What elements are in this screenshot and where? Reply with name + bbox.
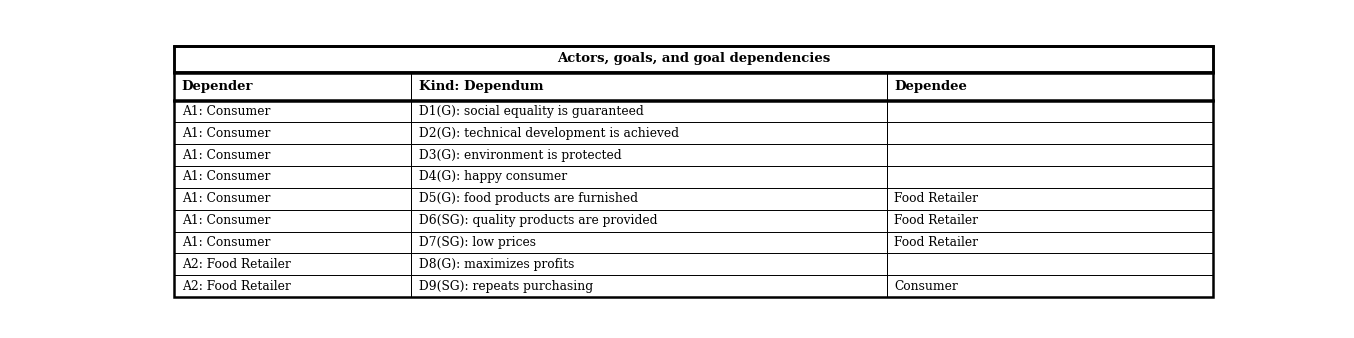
Bar	[887, 73, 1213, 100]
Text: Depender: Depender	[181, 80, 253, 93]
Bar	[175, 275, 412, 297]
Bar	[175, 46, 1213, 72]
Bar	[175, 254, 412, 275]
Text: A1: Consumer: A1: Consumer	[181, 149, 271, 162]
Text: A1: Consumer: A1: Consumer	[181, 127, 271, 140]
Bar	[412, 166, 887, 188]
Text: D9(SG): repeats purchasing: D9(SG): repeats purchasing	[418, 280, 593, 293]
Text: Dependee: Dependee	[895, 80, 967, 93]
Text: A1: Consumer: A1: Consumer	[181, 214, 271, 227]
Bar	[175, 122, 412, 144]
Text: D6(SG): quality products are provided: D6(SG): quality products are provided	[418, 214, 657, 227]
Text: D4(G): happy consumer: D4(G): happy consumer	[418, 170, 567, 184]
Text: A1: Consumer: A1: Consumer	[181, 105, 271, 118]
Bar	[887, 210, 1213, 232]
Bar	[412, 188, 887, 210]
Text: A1: Consumer: A1: Consumer	[181, 170, 271, 184]
Bar	[412, 232, 887, 254]
Text: D2(G): technical development is achieved: D2(G): technical development is achieved	[418, 127, 678, 140]
Bar	[412, 254, 887, 275]
Text: Actors, goals, and goal dependencies: Actors, goals, and goal dependencies	[558, 52, 830, 65]
Bar	[175, 100, 412, 122]
Bar	[175, 144, 412, 166]
Bar	[887, 144, 1213, 166]
Bar	[887, 166, 1213, 188]
Text: A1: Consumer: A1: Consumer	[181, 236, 271, 249]
Bar	[887, 100, 1213, 122]
Bar	[412, 144, 887, 166]
Bar	[412, 100, 887, 122]
Text: A2: Food Retailer: A2: Food Retailer	[181, 258, 291, 271]
Bar	[175, 210, 412, 232]
Bar	[175, 73, 412, 100]
Text: D3(G): environment is protected: D3(G): environment is protected	[418, 149, 621, 162]
Text: Food Retailer: Food Retailer	[895, 236, 979, 249]
Bar	[887, 254, 1213, 275]
Bar	[412, 73, 887, 100]
Text: Food Retailer: Food Retailer	[895, 214, 979, 227]
Text: A1: Consumer: A1: Consumer	[181, 192, 271, 206]
Bar	[412, 122, 887, 144]
Bar	[175, 232, 412, 254]
Text: Kind: Dependum: Kind: Dependum	[418, 80, 543, 93]
Text: D1(G): social equality is guaranteed: D1(G): social equality is guaranteed	[418, 105, 643, 118]
Bar	[175, 166, 412, 188]
Text: D8(G): maximizes profits: D8(G): maximizes profits	[418, 258, 574, 271]
Text: D5(G): food products are furnished: D5(G): food products are furnished	[418, 192, 638, 206]
Bar	[412, 275, 887, 297]
Bar	[887, 188, 1213, 210]
Bar	[887, 232, 1213, 254]
Text: A2: Food Retailer: A2: Food Retailer	[181, 280, 291, 293]
Bar	[887, 275, 1213, 297]
Text: D7(SG): low prices: D7(SG): low prices	[418, 236, 536, 249]
Text: Consumer: Consumer	[895, 280, 959, 293]
Text: Food Retailer: Food Retailer	[895, 192, 979, 206]
Bar	[412, 210, 887, 232]
Bar	[887, 122, 1213, 144]
Bar	[175, 188, 412, 210]
